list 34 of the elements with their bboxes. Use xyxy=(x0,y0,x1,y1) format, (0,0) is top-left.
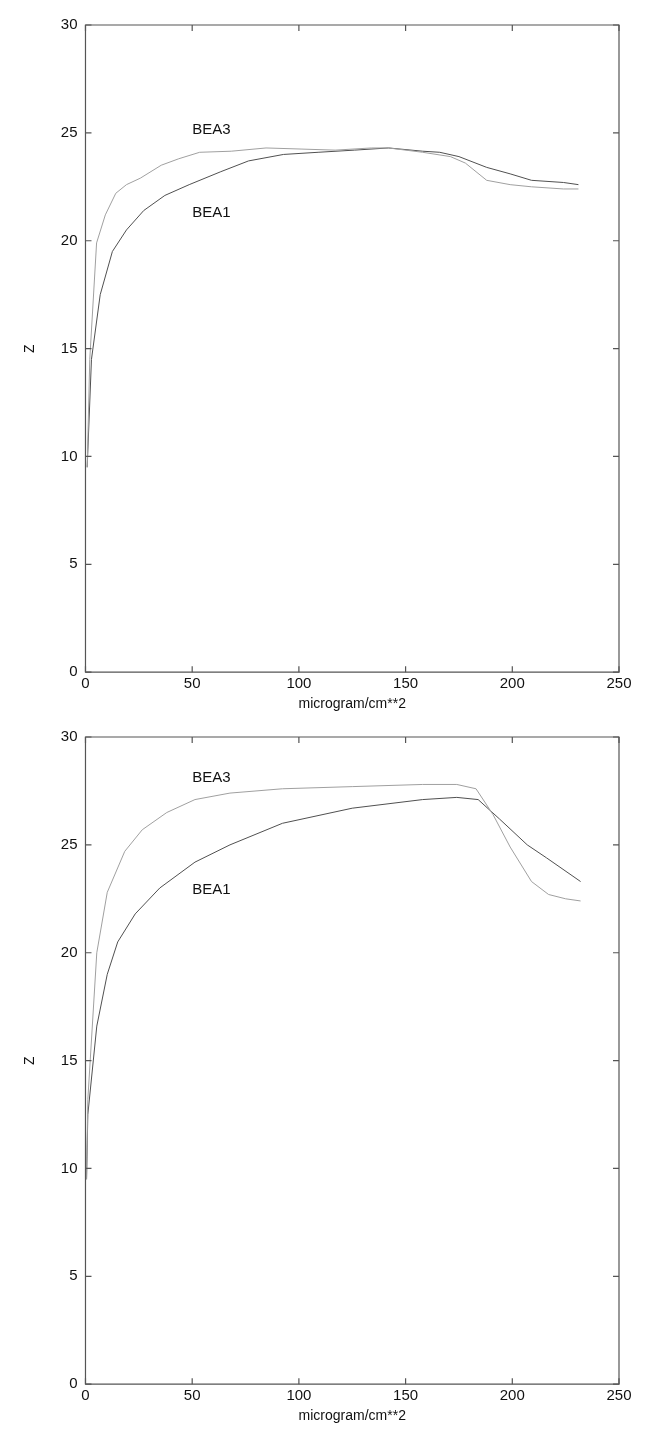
x-tick-label: 50 xyxy=(183,1386,201,1404)
y-tick-label: 25 xyxy=(60,123,78,141)
y-tick-label: 0 xyxy=(69,1374,78,1392)
series-label: BEA1 xyxy=(192,880,231,898)
series-label: BEA3 xyxy=(192,120,231,138)
y-tick-label: 5 xyxy=(69,1266,78,1284)
x-axis-title: microgram/cm**2 xyxy=(298,1407,407,1424)
y-tick-label: 10 xyxy=(60,446,78,464)
y-tick-label: 15 xyxy=(60,1050,78,1068)
y-tick-label: 20 xyxy=(60,230,78,248)
x-tick-label: 100 xyxy=(286,674,312,692)
y-tick-label: 15 xyxy=(60,338,78,356)
y-tick-label: 20 xyxy=(60,942,78,960)
x-axis-title: microgram/cm**2 xyxy=(298,695,407,712)
x-tick-label: 250 xyxy=(606,674,632,692)
x-tick-label: 150 xyxy=(393,674,419,692)
x-tick-label: 200 xyxy=(499,1386,525,1404)
y-tick-label: 10 xyxy=(60,1158,78,1176)
x-tick-label: 250 xyxy=(606,1386,632,1404)
y-axis-title: Z xyxy=(21,343,38,353)
y-axis-title: Z xyxy=(21,1055,38,1065)
y-tick-label: 30 xyxy=(60,15,78,33)
x-tick-label: 50 xyxy=(183,674,201,692)
x-tick-label: 200 xyxy=(499,674,525,692)
x-tick-label: 0 xyxy=(81,1386,90,1404)
y-tick-label: 5 xyxy=(69,554,78,572)
x-tick-label: 150 xyxy=(393,1386,419,1404)
series-label: BEA1 xyxy=(192,202,231,220)
series-label: BEA3 xyxy=(192,767,231,785)
y-tick-label: 25 xyxy=(60,835,78,853)
x-tick-label: 100 xyxy=(286,1386,312,1404)
x-tick-label: 0 xyxy=(81,674,90,692)
y-tick-label: 0 xyxy=(69,662,78,680)
y-tick-label: 30 xyxy=(60,727,78,745)
